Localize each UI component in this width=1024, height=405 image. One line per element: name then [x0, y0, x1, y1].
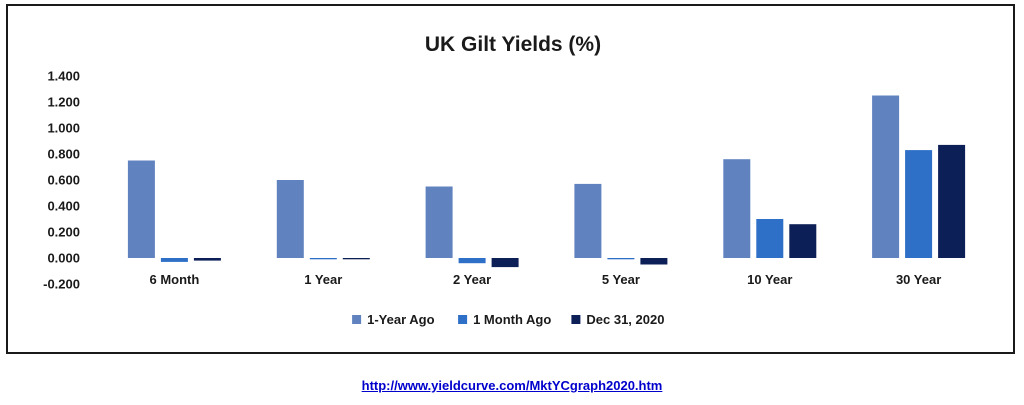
- bar-1-year-ago-0: [127, 160, 155, 258]
- bar-1-year-ago-5: [872, 95, 900, 258]
- chart-svg: UK Gilt Yields (%) 1.400 1.200 1.000 0.800 0.…: [43, 33, 966, 327]
- y-tick-label: 0.600: [47, 173, 80, 188]
- bar-dec-31-2020-1: [342, 258, 370, 260]
- y-tick-label: 1.400: [47, 69, 80, 84]
- chart-frame: UK Gilt Yields (%) 1.400 1.200 1.000 0.800 0.…: [6, 4, 1015, 354]
- bar-1-year-ago-1: [276, 180, 304, 258]
- legend-swatch: [458, 315, 468, 324]
- y-tick-label: 1.000: [47, 121, 80, 136]
- x-tick-label: 5 Year: [602, 272, 640, 287]
- bar-1-year-ago-3: [574, 183, 602, 258]
- chart-title: UK Gilt Yields (%): [425, 33, 601, 56]
- bar-dec-31-2020-4: [789, 224, 817, 258]
- bar-dec-31-2020-3: [640, 258, 668, 265]
- bar-1-month-ago-3: [607, 258, 635, 260]
- bar-1-month-ago-4: [756, 219, 784, 258]
- y-tick-label: 1.200: [47, 95, 80, 110]
- x-tick-label: 30 Year: [896, 272, 941, 287]
- legend-label: 1-Year Ago: [367, 312, 434, 327]
- x-tick-label: 10 Year: [747, 272, 792, 287]
- bar-dec-31-2020-2: [491, 258, 519, 268]
- legend-swatch: [352, 315, 362, 324]
- legend-label: Dec 31, 2020: [586, 312, 664, 327]
- legend-label: 1 Month Ago: [473, 312, 551, 327]
- y-tick-label: 0.000: [47, 251, 80, 266]
- bar-1-year-ago-2: [425, 186, 453, 258]
- bar-1-month-ago-2: [458, 258, 486, 264]
- source-link[interactable]: http://www.yieldcurve.com/MktYCgraph2020…: [361, 378, 663, 393]
- legend-swatch: [571, 315, 581, 324]
- bar-dec-31-2020-0: [193, 258, 221, 261]
- x-tick-label: 2 Year: [453, 272, 491, 287]
- bar-1-month-ago-1: [309, 258, 337, 260]
- y-tick-label: -0.200: [43, 277, 80, 292]
- y-tick-label: 0.400: [47, 199, 80, 214]
- x-tick-label: 1 Year: [304, 272, 342, 287]
- bar-1-year-ago-4: [723, 159, 751, 258]
- y-tick-label: 0.200: [47, 225, 80, 240]
- y-tick-label: 0.800: [47, 147, 80, 162]
- x-tick-label: 6 Month: [149, 272, 199, 287]
- bar-1-month-ago-0: [160, 258, 188, 262]
- bar-1-month-ago-5: [905, 150, 933, 258]
- bar-dec-31-2020-5: [938, 144, 966, 258]
